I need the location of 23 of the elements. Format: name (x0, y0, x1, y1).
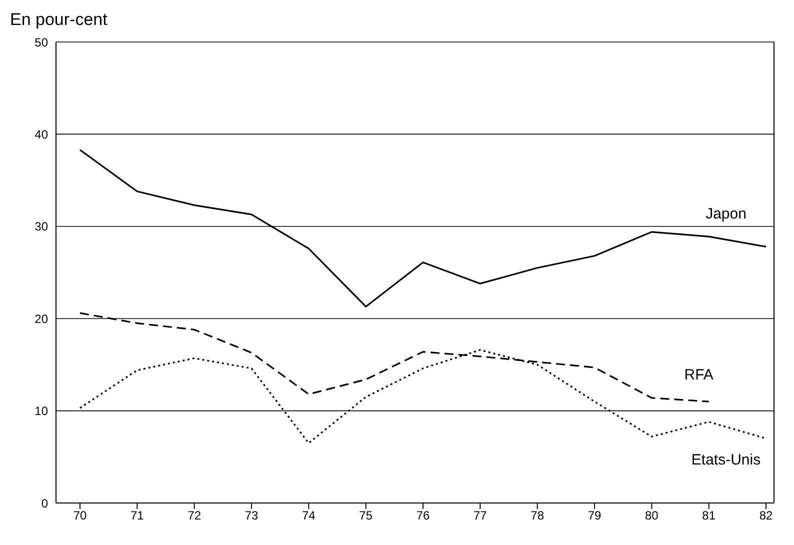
x-tick-label: 75 (359, 508, 373, 523)
x-tick-label: 73 (244, 508, 258, 523)
x-tick-label: 81 (702, 508, 716, 523)
y-tick-label: 50 (34, 35, 48, 50)
x-tick-label: 74 (302, 508, 316, 523)
y-axis-title: En pour-cent (10, 10, 108, 30)
y-tick-label: 20 (34, 312, 48, 326)
series-label: Etats-Unis (691, 451, 761, 468)
x-tick-label: 70 (73, 508, 87, 523)
x-tick-label: 71 (130, 508, 144, 523)
x-tick-label: 77 (473, 508, 488, 523)
x-tick-label: 72 (188, 508, 202, 523)
y-tick-label: 10 (34, 404, 48, 418)
x-tick-label: 78 (530, 508, 544, 523)
series-label: RFA (684, 366, 714, 384)
x-tick-label: 80 (644, 508, 659, 523)
x-tick-label: 82 (759, 508, 773, 523)
series-label: Japon (706, 206, 746, 223)
y-tick-label: 0 (41, 496, 48, 510)
x-tick-label: 76 (416, 508, 430, 523)
y-tick-label: 40 (34, 127, 48, 142)
x-tick-label: 79 (588, 508, 602, 523)
y-tick-label: 30 (34, 220, 48, 234)
